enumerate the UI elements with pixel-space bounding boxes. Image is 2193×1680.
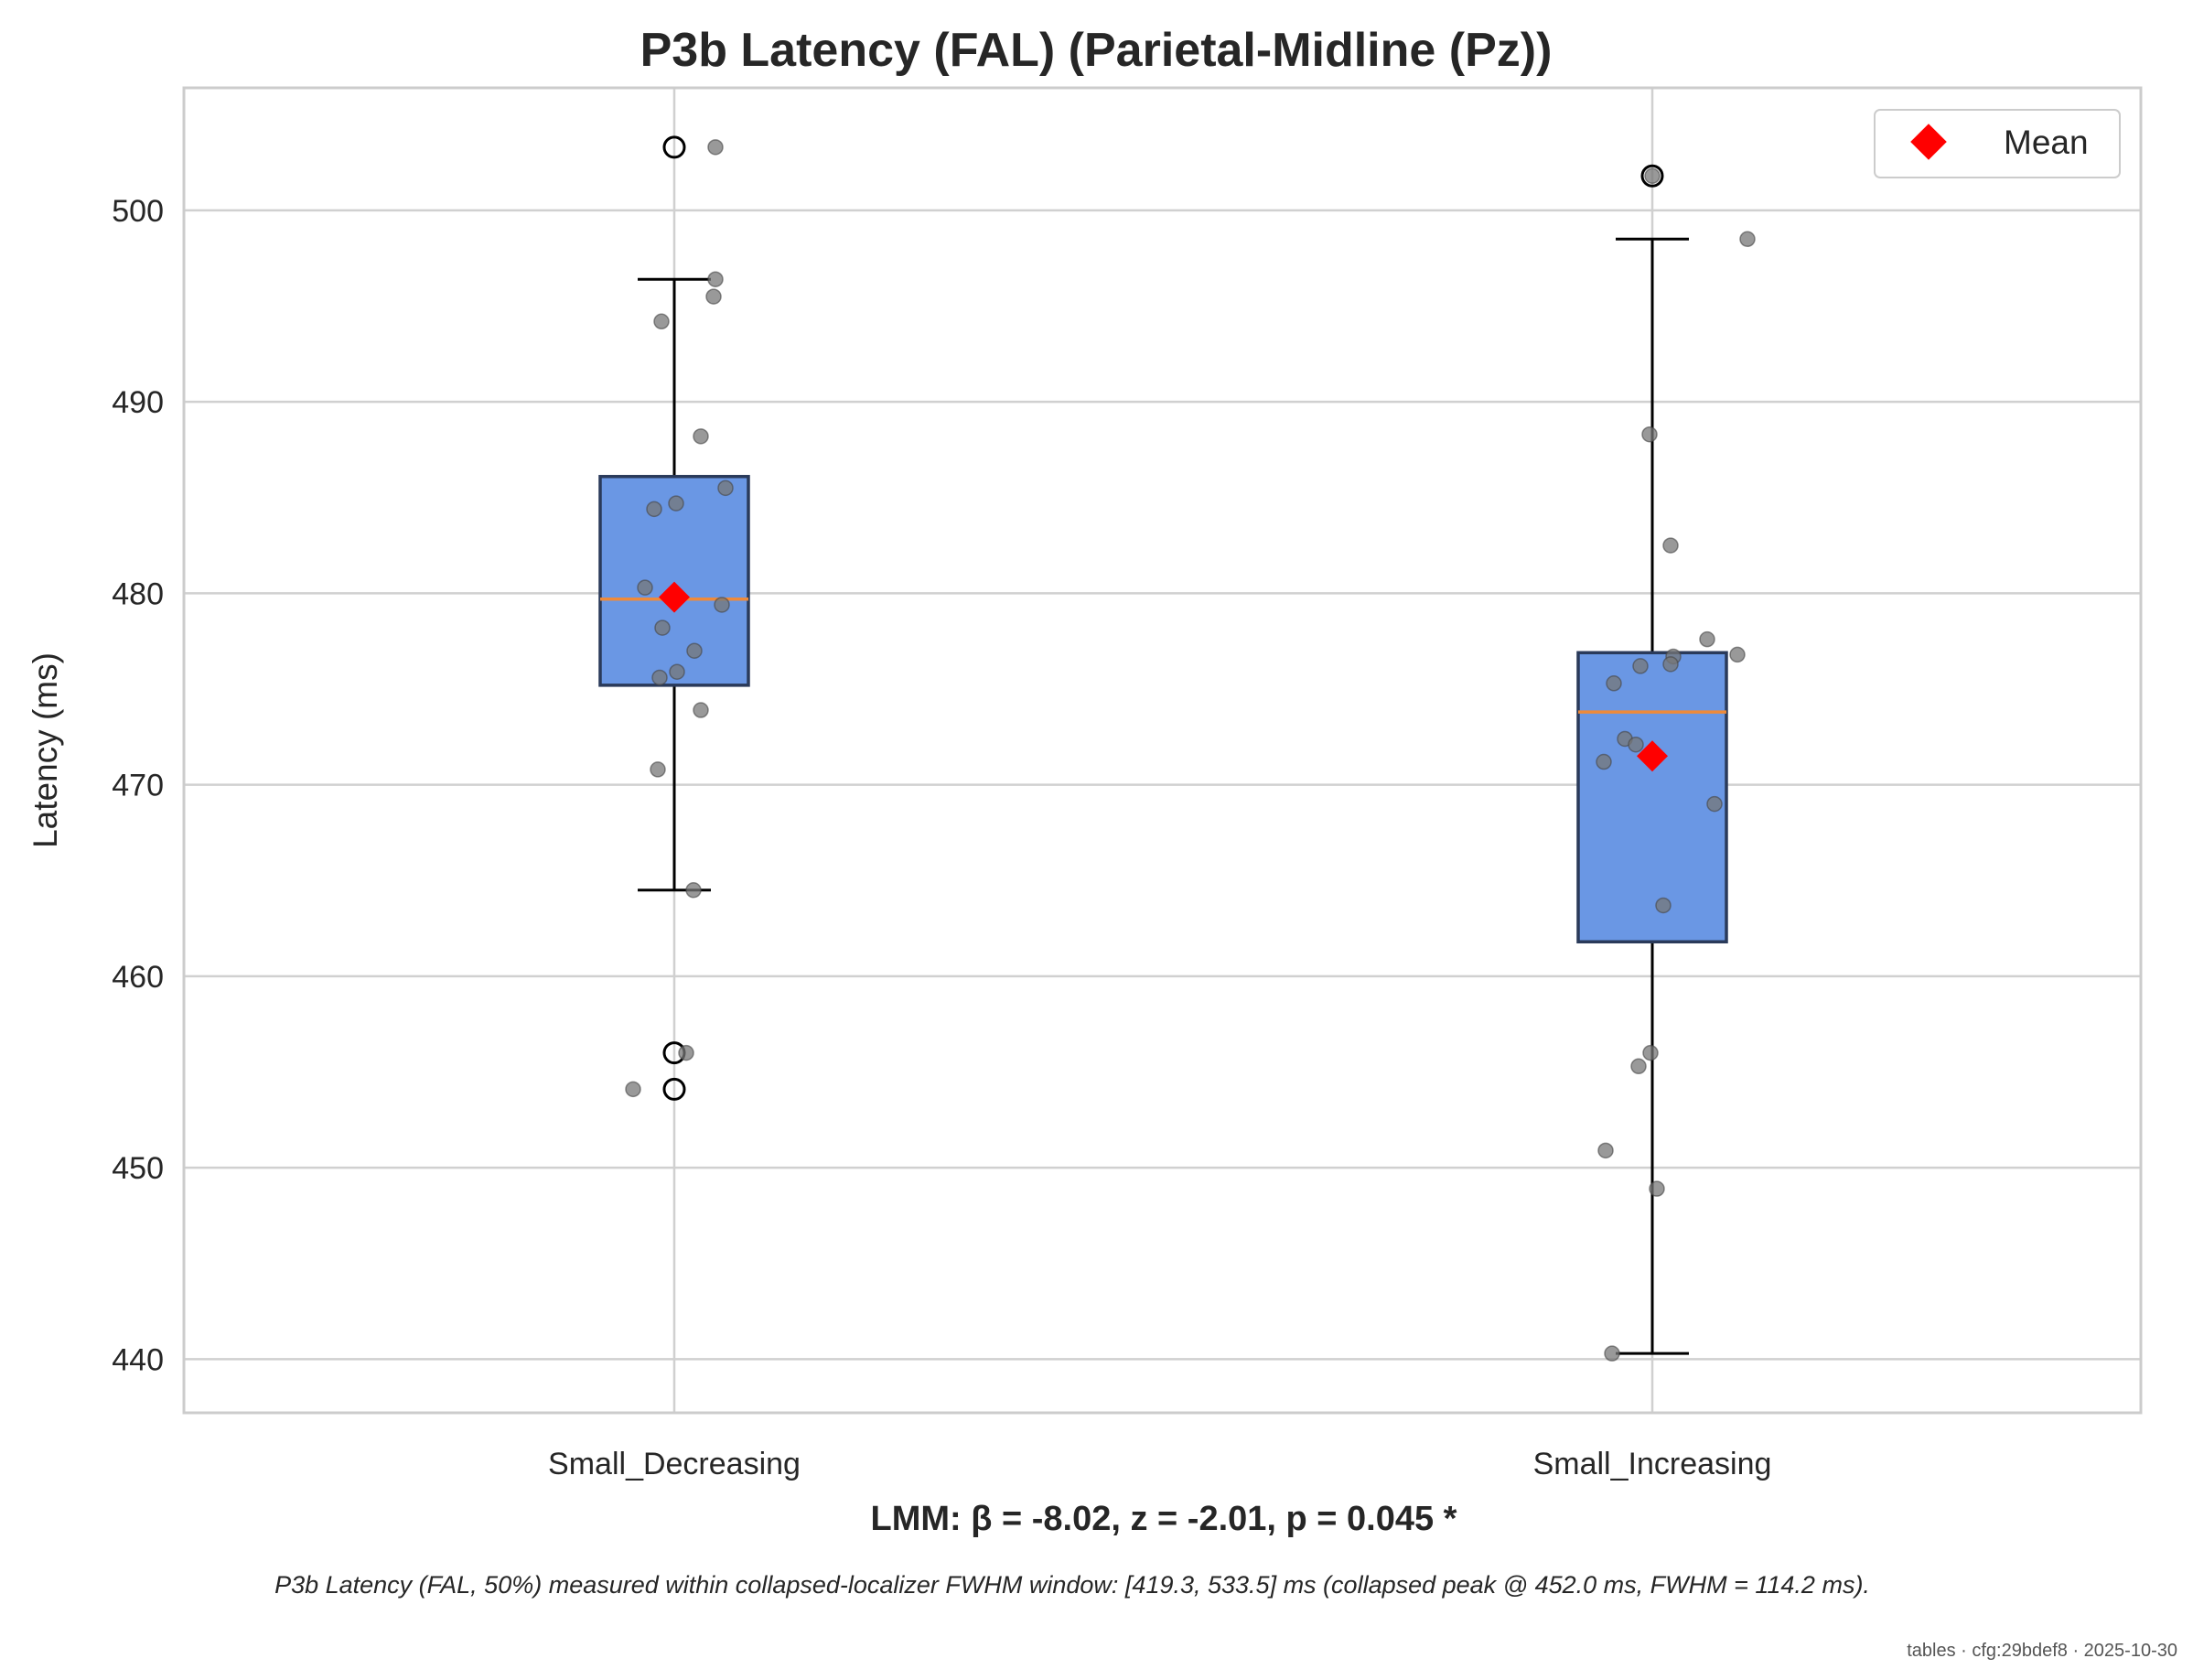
data-point <box>707 139 724 156</box>
data-point <box>693 428 709 445</box>
plot-area <box>182 86 2143 1415</box>
y-tick-labels: 440 450 460 470 480 490 500 <box>112 194 164 1377</box>
legend-frame <box>1874 109 2121 178</box>
legend-mean-marker <box>1910 124 1947 160</box>
y-tick-label: 490 <box>112 385 164 420</box>
data-point <box>707 271 724 287</box>
data-point <box>1606 675 1622 692</box>
data-point <box>1655 897 1672 914</box>
data-point <box>1630 1058 1647 1075</box>
mean-marker <box>1637 740 1668 772</box>
outlier-marker <box>662 1077 686 1101</box>
data-point <box>646 501 662 518</box>
chart-title: P3b Latency (FAL) (Parietal-Midline (Pz)… <box>640 24 1553 77</box>
data-point <box>625 1081 641 1098</box>
data-point <box>1662 537 1679 554</box>
data-point <box>1597 1142 1614 1159</box>
footer-stamp: tables · cfg:29bdef8 · 2025-10-30 <box>1907 1641 2177 1661</box>
data-point <box>651 669 668 686</box>
y-axis-label: Latency (ms) <box>27 652 64 848</box>
method-note: P3b Latency (FAL, 50%) measured within c… <box>274 1571 1870 1599</box>
data-point <box>654 619 671 636</box>
data-point <box>1628 736 1644 753</box>
y-tick-label: 500 <box>112 194 164 229</box>
x-tick-label: Small_Decreasing <box>548 1447 801 1481</box>
data-point <box>1604 1345 1620 1362</box>
outlier-marker <box>1640 164 1664 188</box>
data-point <box>1649 1180 1665 1197</box>
data-point <box>1739 231 1756 248</box>
data-point <box>686 642 703 659</box>
data-point <box>653 313 670 330</box>
data-point <box>1641 425 1658 443</box>
legend: Mean <box>1874 109 2121 178</box>
data-point <box>1632 658 1649 674</box>
data-point <box>1642 1044 1659 1061</box>
iqr-box <box>1576 651 1728 943</box>
x-tick-label: Small_Increasing <box>1533 1447 1772 1481</box>
data-point <box>1596 753 1612 770</box>
data-point <box>714 597 730 613</box>
data-point <box>1699 630 1715 648</box>
stat-annotation: LMM: β = -8.02, z = -2.01, p = 0.045 * <box>871 1500 1457 1538</box>
outlier-marker <box>662 135 686 159</box>
x-tick-labels: Small_Decreasing Small_Increasing <box>548 1447 1771 1481</box>
data-point <box>1729 646 1746 663</box>
y-tick-label: 470 <box>112 769 164 803</box>
data-point <box>668 495 684 512</box>
legend-mean-label: Mean <box>2004 124 2089 161</box>
data-point <box>669 663 685 680</box>
data-point <box>637 579 653 596</box>
data-point <box>1662 656 1679 673</box>
iqr-box <box>598 475 750 687</box>
y-tick-label: 480 <box>112 576 164 611</box>
mean-marker <box>659 581 690 613</box>
data-point <box>1644 167 1661 185</box>
data-point <box>693 702 709 718</box>
y-tick-label: 440 <box>112 1342 164 1377</box>
grid-lines <box>184 88 2141 1413</box>
data-point <box>1706 795 1723 813</box>
data-point <box>685 882 702 899</box>
plot-frame <box>182 86 2143 1415</box>
data-point <box>678 1044 694 1061</box>
data-point <box>717 479 734 497</box>
data-point <box>650 761 666 778</box>
y-tick-label: 450 <box>112 1151 164 1186</box>
box-plots <box>598 135 1728 1355</box>
y-tick-label: 460 <box>112 960 164 995</box>
jitter-points <box>625 139 1756 1362</box>
data-point <box>705 288 722 305</box>
